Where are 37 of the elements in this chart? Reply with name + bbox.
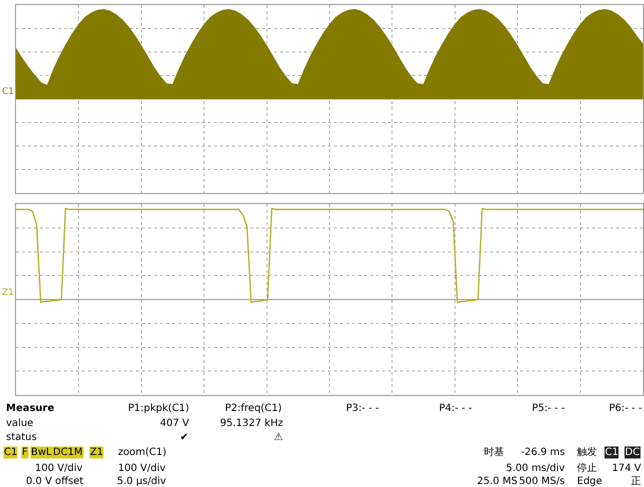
text: ⚠: [274, 432, 283, 443]
text: BwL: [31, 447, 52, 458]
text: 95.1327 kHz: [220, 418, 284, 429]
text: 0.0 V offset: [26, 476, 84, 487]
text: P6:- - -: [609, 403, 642, 414]
text: 时基: [484, 446, 504, 458]
text: 100 V/div: [35, 463, 83, 474]
text: 174 V: [612, 463, 642, 474]
text: 触发: [577, 447, 597, 458]
text: 5.00 ms/div: [506, 463, 565, 474]
text: 25.0 MS: [477, 476, 518, 487]
text: value: [6, 418, 34, 429]
text: Z1: [2, 288, 14, 298]
text: 100 V/div: [118, 463, 166, 474]
text: 停止: [577, 462, 597, 474]
text: Edge: [577, 476, 602, 487]
text: DC: [625, 447, 640, 458]
text: Z1: [90, 447, 104, 458]
text: P2:freq(C1): [225, 403, 282, 414]
text: Measure: [6, 403, 54, 414]
text: 500 MS/s: [519, 476, 565, 487]
text: P4:- - -: [439, 403, 472, 414]
text: zoom(C1): [118, 447, 166, 458]
text: C1: [2, 87, 14, 97]
text: status: [6, 432, 37, 443]
text: 正: [631, 476, 641, 487]
text: ✔: [180, 432, 188, 443]
text: 407 V: [160, 418, 190, 429]
text: C1: [605, 447, 618, 458]
text: 5.0 µs/div: [117, 476, 166, 487]
text: P5:- - -: [532, 403, 566, 414]
text: P3:- - -: [346, 403, 380, 414]
text: -26.9 ms: [521, 447, 566, 458]
text: DC1M: [53, 447, 83, 458]
text: P1:pkpk(C1): [128, 403, 190, 414]
text: C1: [4, 447, 18, 458]
text: F: [22, 447, 28, 458]
